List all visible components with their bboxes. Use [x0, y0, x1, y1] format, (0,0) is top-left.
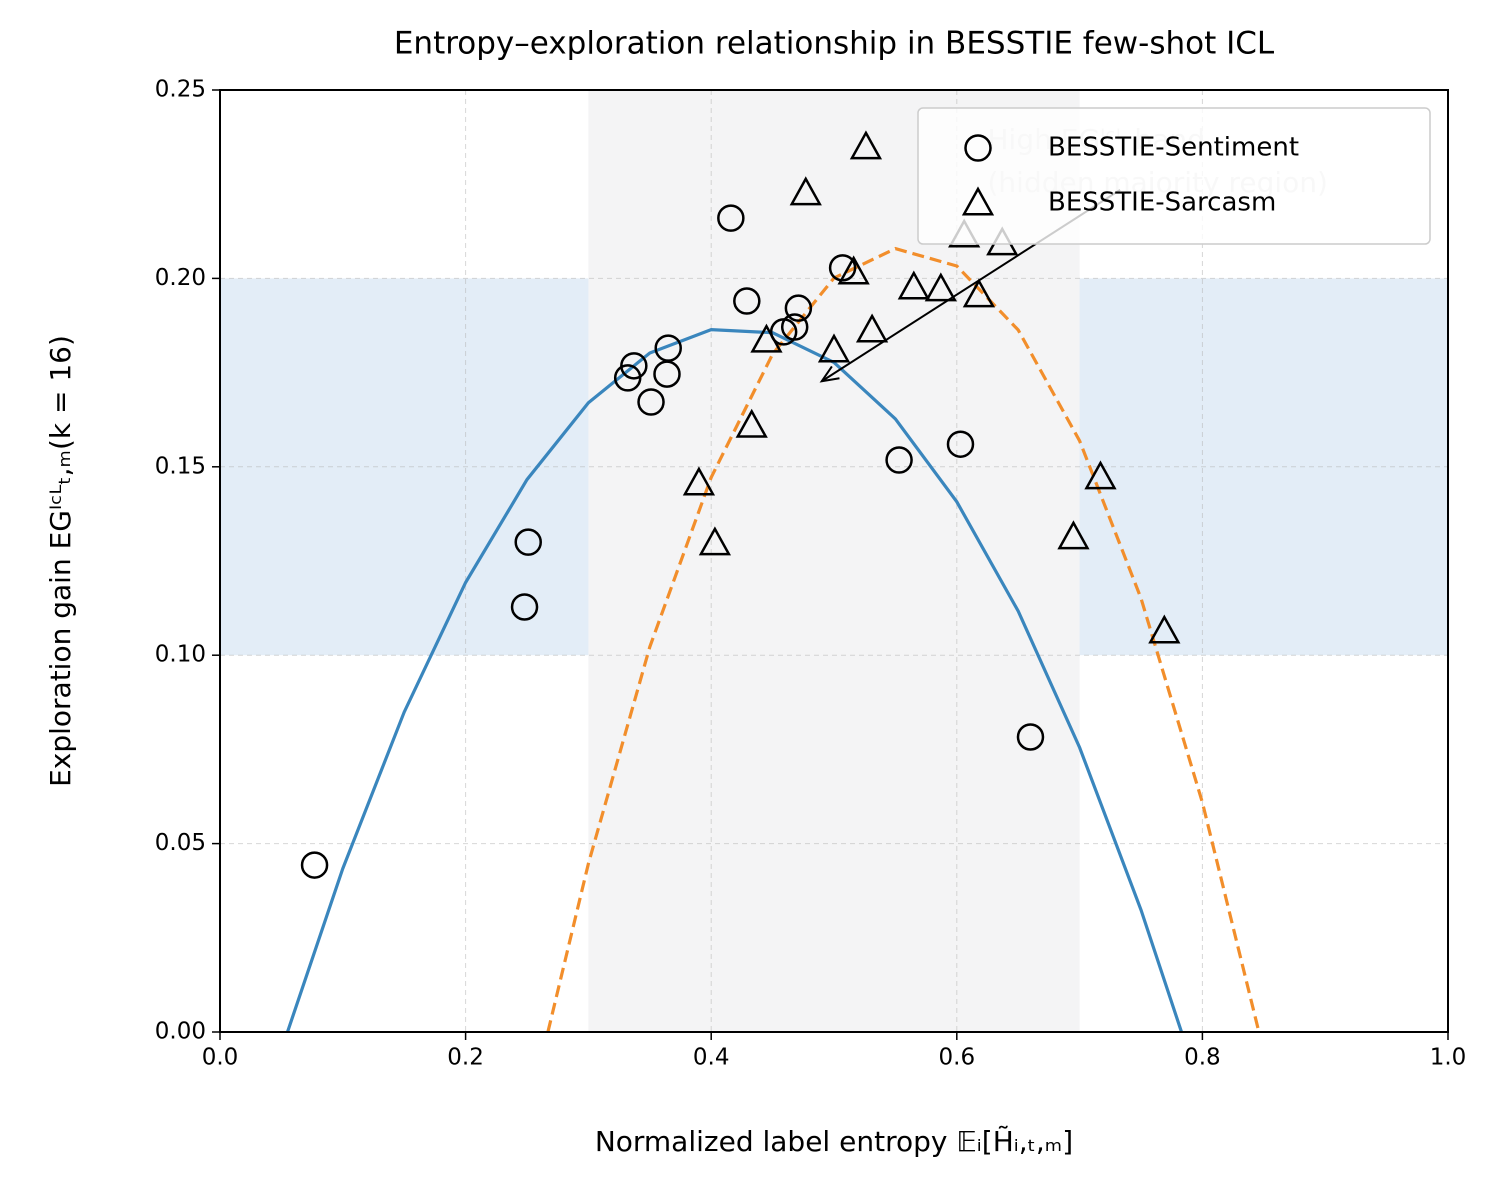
legend-box	[917, 107, 1431, 245]
circle-marker	[717, 204, 745, 232]
y-tick-label: 0.15	[155, 453, 206, 479]
triangle-marker	[962, 278, 996, 308]
circle-marker	[510, 593, 539, 621]
triangle-marker	[682, 466, 716, 496]
legend: BESSTIE-Sentiment BESSTIE-Sarcasm	[917, 107, 1431, 245]
circle-marker	[514, 528, 542, 556]
triangle-marker	[855, 313, 889, 343]
triangle-marker	[924, 272, 957, 302]
circle-marker	[637, 388, 665, 416]
triangle-marker	[1084, 460, 1117, 490]
legend-label: BESSTIE-Sentiment	[1048, 133, 1299, 163]
legend-marker	[964, 134, 992, 162]
triangle-marker	[817, 333, 851, 363]
x-tick-label: 0.2	[447, 1045, 484, 1071]
triangle-marker	[789, 176, 822, 206]
x-tick-label: 0.8	[1184, 1045, 1221, 1071]
circle-marker	[300, 851, 329, 879]
shaded-x-band	[588, 90, 1080, 1032]
triangle-marker	[837, 255, 870, 285]
y-axis-label: Exploration gain EGᴵᶜᴸₜ,ₘ(k = 16)	[44, 335, 77, 787]
y-tick-label: 0.05	[155, 830, 206, 856]
x-tick-label: 0.0	[202, 1045, 239, 1071]
y-tick-label: 0.20	[155, 265, 206, 291]
triangle-marker	[735, 408, 768, 438]
y-tick-label: 0.10	[155, 642, 206, 668]
triangle-marker	[698, 526, 732, 556]
circle-marker	[1016, 723, 1045, 751]
circle-marker	[620, 352, 648, 380]
triangle-marker	[897, 270, 930, 300]
axes-frame	[219, 89, 1449, 1033]
x-tick-label: 0.6	[939, 1045, 976, 1071]
fit-curve	[285, 327, 1184, 1032]
y-tick-label: 0.00	[155, 1019, 206, 1045]
triangle-marker	[1148, 614, 1181, 644]
circle-marker	[784, 294, 813, 322]
y-tick-label: 0.25	[155, 77, 206, 103]
triangle-marker	[849, 130, 883, 160]
triangle-marker	[750, 323, 783, 353]
circle-marker	[885, 446, 913, 474]
circle-marker	[946, 430, 975, 458]
chart-title: Entropy–exploration relationship in BESS…	[394, 26, 1275, 62]
x-axis-label: Normalized label entropy 𝔼ᵢ[H̃ᵢ,ₜ,ₘ]	[595, 1125, 1073, 1158]
x-tick-label: 1.0	[1430, 1045, 1467, 1071]
triangle-marker	[1057, 520, 1090, 550]
x-tick-label: 0.4	[693, 1045, 730, 1071]
circle-marker	[733, 287, 761, 315]
fit-curve	[546, 246, 1261, 1032]
legend-marker	[961, 186, 995, 216]
arrow-head	[819, 365, 840, 383]
circle-marker	[780, 313, 809, 341]
legend-label: BESSTIE-Sarcasm	[1048, 188, 1276, 218]
circle-marker	[654, 334, 682, 362]
